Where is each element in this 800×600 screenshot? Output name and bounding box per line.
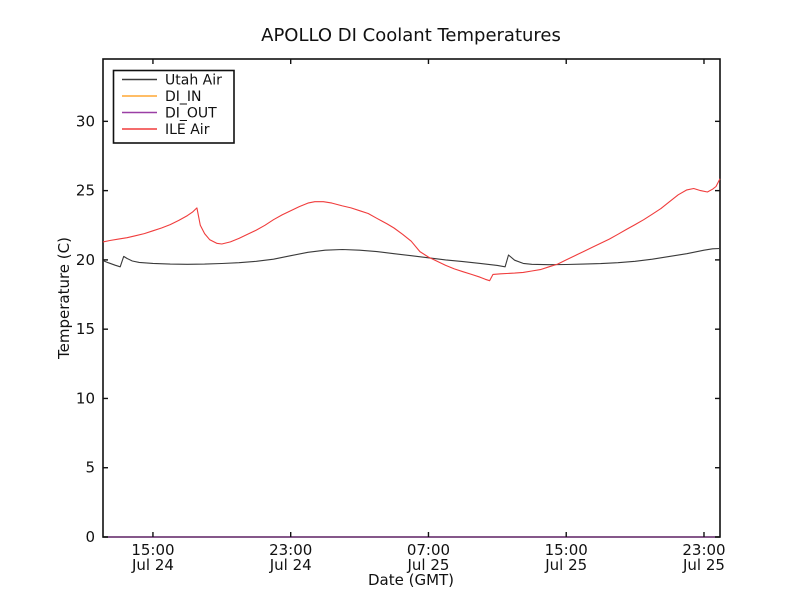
y-tick-label: 30 (76, 112, 95, 130)
x-tick-label-date: Jul 24 (131, 556, 174, 574)
x-tick-label-date: Jul 24 (269, 556, 312, 574)
x-axis-label: Date (GMT) (368, 571, 454, 589)
x-tick-label-date: Jul 25 (406, 556, 449, 574)
y-tick-label: 25 (76, 182, 95, 200)
x-tick-label-time: 15:00 (131, 541, 174, 559)
x-tick-label-time: 07:00 (407, 541, 450, 559)
x-tick-label-time: 15:00 (545, 541, 588, 559)
series-line-ile-air (102, 178, 721, 282)
y-tick-label: 15 (76, 320, 95, 338)
x-tick-label-date: Jul 25 (682, 556, 725, 574)
x-tick-label-time: 23:00 (682, 541, 725, 559)
x-tick-label-date: Jul 25 (544, 556, 587, 574)
y-tick-label: 20 (76, 251, 95, 269)
y-tick-label: 5 (85, 459, 95, 477)
y-tick-label: 0 (85, 528, 95, 546)
legend-label-di-out: DI_OUT (165, 106, 217, 122)
y-axis-label: Temperature (C) (55, 237, 73, 360)
legend-box (112, 69, 235, 144)
chart-title: APOLLO DI Coolant Temperatures (261, 25, 561, 46)
legend-label-utah-air: Utah Air (165, 73, 222, 89)
y-tick-label: 10 (76, 389, 95, 407)
x-tick-label-time: 23:00 (269, 541, 312, 559)
legend-label-ile-air: ILE Air (165, 122, 210, 138)
series-line-utah-air (102, 247, 721, 268)
legend-label-di-in: DI_IN (165, 89, 202, 105)
